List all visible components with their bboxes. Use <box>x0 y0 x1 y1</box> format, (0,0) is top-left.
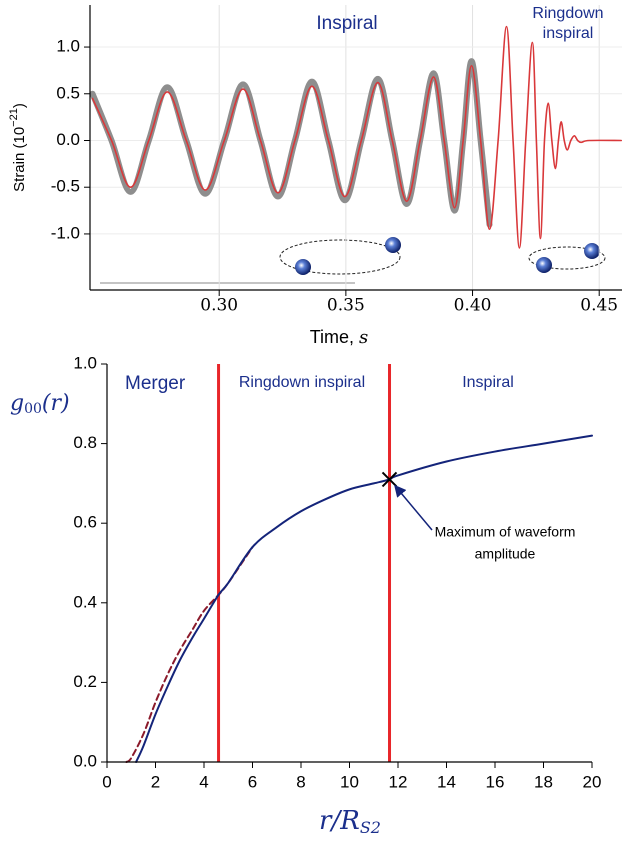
orbit <box>528 246 606 270</box>
label-part: s <box>359 327 368 348</box>
callout-text: amplitude <box>475 546 536 562</box>
x-tick-label: 0.35 <box>327 296 365 316</box>
data-line <box>91 25 623 249</box>
y-tick-label: 0.0 <box>73 751 97 770</box>
chart-panel: 0.30 0.35 0.40 0.45 1.0 0.5 0.0 -0.5 -1.0 Strain … <box>8 5 623 348</box>
x-tick-label: 14 <box>437 772 456 791</box>
x-axis-label: Time, s <box>310 327 369 348</box>
phase-label: inspiral <box>543 25 594 42</box>
y-tick-label: 1.0 <box>56 37 80 56</box>
orbit-illustrations <box>100 237 606 284</box>
max-marker <box>381 471 398 488</box>
phase-label: Inspiral <box>316 13 377 34</box>
x-tick-label: 0.30 <box>200 296 238 316</box>
chart-panel: 0 2 4 6 8 10 12 14 16 18 200.00.20.40.60.81.0g00(r… <box>10 353 601 836</box>
label-part: ) <box>11 103 28 108</box>
y-tick-label: 0.4 <box>73 592 97 611</box>
data-line <box>135 434 593 763</box>
y-tick-label: -1.0 <box>51 223 80 242</box>
label-part: Strain (10 <box>11 127 28 192</box>
callout-text: Maximum of waveform <box>435 524 576 540</box>
label-part: −21 <box>8 108 20 127</box>
region-label: Inspiral <box>462 374 514 391</box>
x-tick-label: 16 <box>486 772 505 791</box>
label-part: (r) <box>42 391 70 416</box>
label-part: r/R <box>319 806 360 836</box>
y-tick-label: 0.8 <box>73 433 97 452</box>
x-tick-label: 20 <box>583 772 602 791</box>
body <box>385 237 401 253</box>
label-part: 00 <box>24 401 42 417</box>
x-tick-label: 6 <box>248 772 257 791</box>
x-tick-label: 0 <box>102 772 111 791</box>
y-tick-label: -0.5 <box>51 177 80 196</box>
orbit <box>279 239 401 275</box>
body <box>295 259 311 275</box>
region-label: Ringdown inspiral <box>239 374 365 391</box>
x-axis-label: r/RS2 <box>319 806 381 837</box>
body <box>584 243 600 259</box>
label-part: S2 <box>360 818 381 837</box>
phase-label: Ringdown <box>532 5 603 22</box>
x-tick-label: 12 <box>389 772 408 791</box>
x-tick-label: 10 <box>340 772 359 791</box>
callout-arrow <box>394 484 433 531</box>
body <box>536 257 552 273</box>
x-tick-label: 4 <box>199 772 208 791</box>
x-tick-label: 0.40 <box>454 296 492 316</box>
region-label: Merger <box>125 373 186 394</box>
y-axis-label: g00(r) <box>10 391 70 417</box>
y-tick-label: 0.5 <box>56 83 80 102</box>
y-tick-label: 0.2 <box>73 672 97 691</box>
y-axis-label: Strain (10−21) <box>8 103 28 192</box>
x-tick-label: 8 <box>296 772 305 791</box>
data-line <box>125 546 254 763</box>
y-tick-label: 1.0 <box>73 353 97 372</box>
y-tick-label: 0.0 <box>56 130 80 149</box>
x-tick-label: 2 <box>151 772 160 791</box>
x-tick-label: 0.45 <box>580 296 618 316</box>
label-part: g <box>10 391 24 416</box>
x-tick-label: 18 <box>534 772 553 791</box>
label-part: Time, <box>310 327 359 347</box>
y-tick-label: 0.6 <box>73 513 97 532</box>
